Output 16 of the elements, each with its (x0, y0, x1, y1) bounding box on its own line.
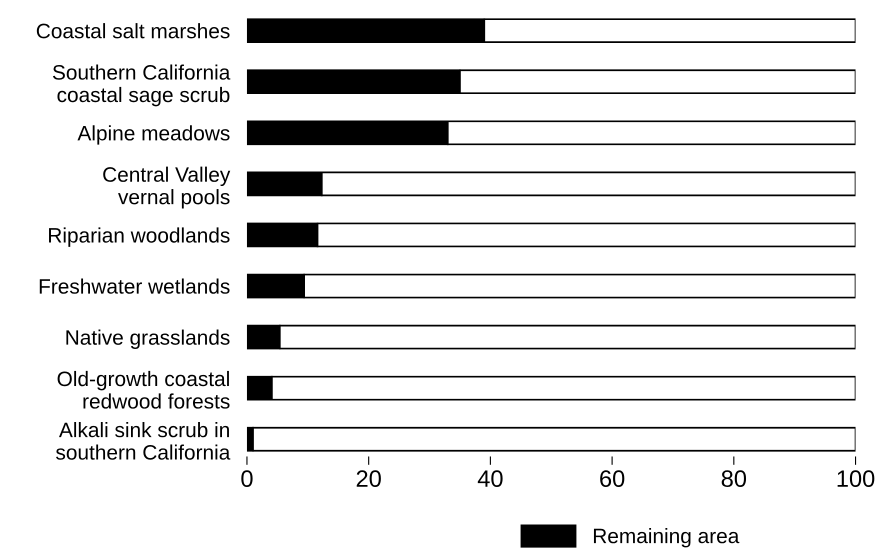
y-tick-label: Southern California coastal sage scrub (52, 64, 230, 106)
y-tick-label: Alpine meadows (77, 125, 230, 145)
x-tick-label: 60 (600, 470, 624, 488)
y-tick-label: Native grasslands (66, 330, 230, 349)
x-tick-label: 100 (838, 470, 874, 488)
x-tick-label: 20 (356, 470, 381, 488)
y-tick-label: Coastal salt marshes (36, 23, 230, 38)
x-tick-label: 40 (478, 470, 503, 488)
y-tick-label: Riparian woodlands (49, 227, 230, 247)
x-tick-label: 80 (722, 470, 746, 488)
y-tick-label: Old-growth coastal redwood forests (58, 370, 230, 409)
legend-label: Remaining area (594, 528, 740, 548)
y-tick-label: Freshwater wetlands (40, 278, 230, 294)
y-tick-label: Central Valley vernal pools (103, 166, 230, 208)
x-tick-label: 0 (241, 470, 253, 488)
y-tick-label: Alkali sink scrub in southern California (56, 422, 230, 460)
